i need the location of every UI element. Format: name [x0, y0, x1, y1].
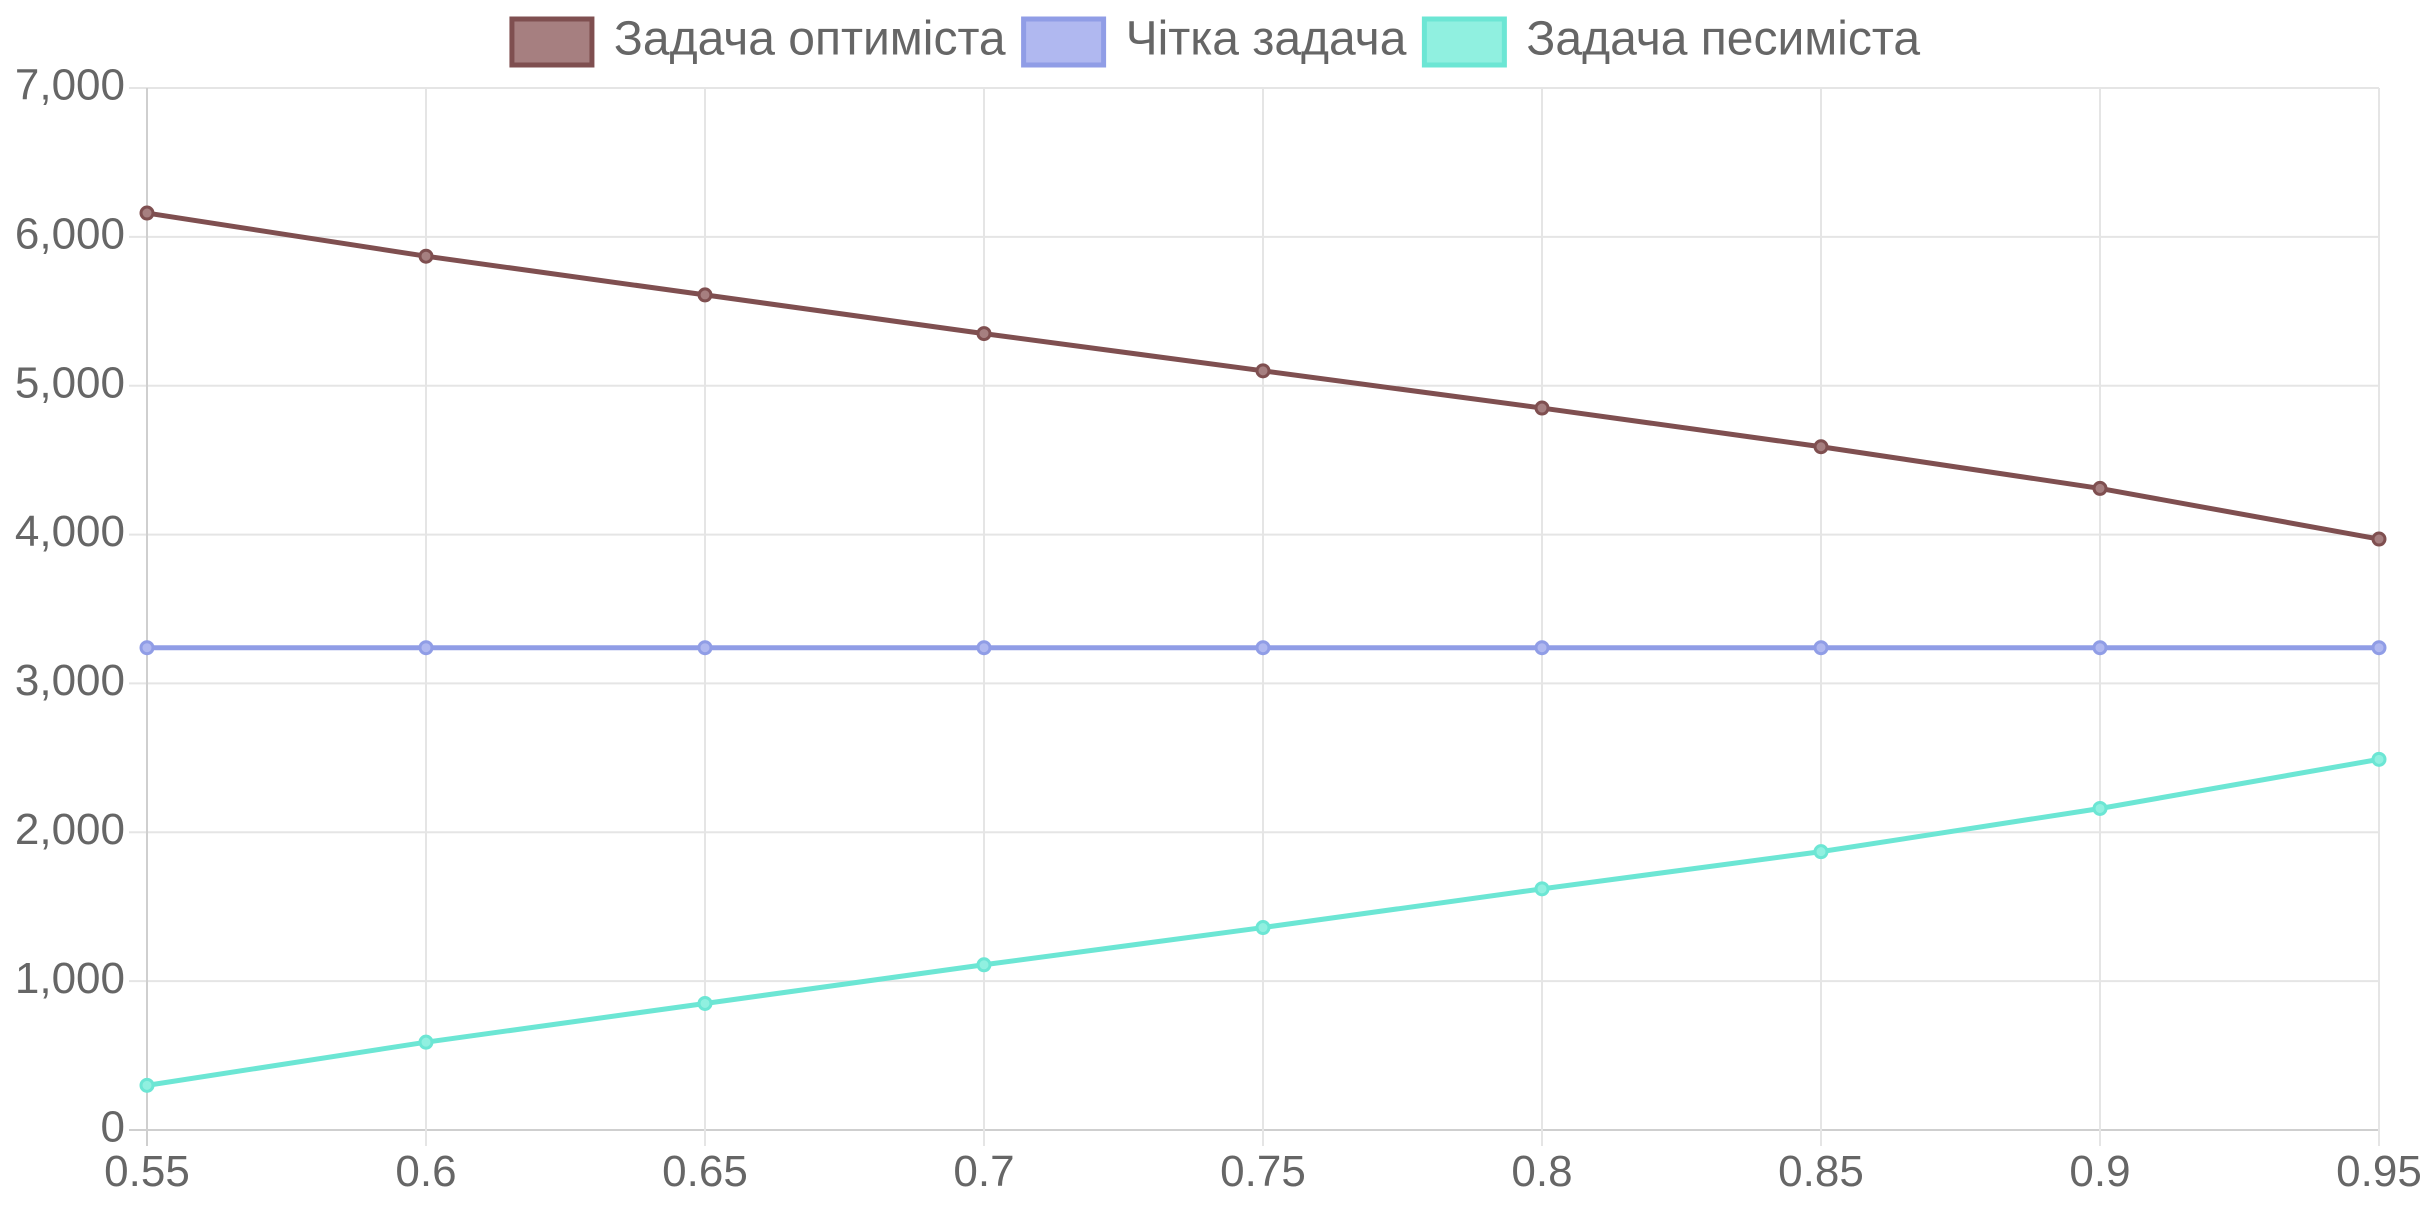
data-point	[418, 1034, 434, 1050]
data-point	[697, 287, 713, 303]
legend-swatch	[1021, 16, 1107, 68]
x-tick-label: 0.8	[1511, 1147, 1572, 1196]
y-tick-label: 7,000	[15, 61, 125, 110]
series-1	[139, 640, 2387, 656]
data-point	[2371, 531, 2387, 547]
legend-item[interactable]: Задача оптиміста	[509, 13, 1006, 68]
y-tick-label: 3,000	[15, 656, 125, 705]
data-point	[2371, 751, 2387, 767]
data-point	[139, 205, 155, 221]
legend-swatch	[1421, 16, 1507, 68]
data-point	[697, 640, 713, 656]
data-point	[976, 640, 992, 656]
data-point	[2092, 800, 2108, 816]
data-point	[1813, 439, 1829, 455]
legend-item[interactable]: Чітка задача	[1021, 13, 1407, 68]
x-axis: 0.55 0.6 0.65 0.7 0.75 0.8 0.85 0.9 0.95	[104, 1147, 2422, 1196]
x-tick-label: 0.75	[1220, 1147, 1306, 1196]
data-point	[1255, 640, 1271, 656]
y-tick-label: 4,000	[15, 507, 125, 556]
legend-swatch	[509, 16, 595, 68]
x-tick-label: 0.9	[2069, 1147, 2130, 1196]
data-point	[418, 248, 434, 264]
data-point	[976, 326, 992, 342]
y-tick-label: 0	[101, 1103, 125, 1152]
series-layer	[139, 205, 2387, 1093]
data-point	[976, 957, 992, 973]
y-tick-label: 5,000	[15, 358, 125, 407]
data-point	[697, 995, 713, 1011]
data-point	[1255, 363, 1271, 379]
legend-label: Чітка задача	[1126, 13, 1407, 66]
x-tick-label: 0.85	[1778, 1147, 1864, 1196]
data-point	[2092, 640, 2108, 656]
data-point	[2371, 640, 2387, 656]
data-point	[1813, 640, 1829, 656]
series-0	[139, 205, 2387, 547]
y-axis: 0 1,000 2,000 3,000 4,000 5,000 6,000 7,000	[15, 61, 125, 1152]
data-point	[139, 1077, 155, 1093]
y-tick-label: 6,000	[15, 209, 125, 258]
x-tick-label: 0.95	[2336, 1147, 2422, 1196]
data-point	[1534, 881, 1550, 897]
data-point	[139, 640, 155, 656]
data-point	[1255, 920, 1271, 936]
x-tick-label: 0.6	[395, 1147, 456, 1196]
data-point	[2092, 480, 2108, 496]
y-tick-label: 1,000	[15, 954, 125, 1003]
data-point	[418, 640, 434, 656]
legend-label: Задача песиміста	[1526, 13, 1920, 66]
x-tick-label: 0.65	[662, 1147, 748, 1196]
data-point	[1534, 400, 1550, 416]
series-2	[139, 751, 2387, 1093]
x-tick-label: 0.55	[104, 1147, 190, 1196]
legend-item[interactable]: Задача песиміста	[1421, 13, 1920, 68]
grid	[129, 87, 2380, 1146]
data-point	[1813, 844, 1829, 860]
y-tick-label: 2,000	[15, 805, 125, 854]
legend: Задача оптиміста Чітка задача Задача песим…	[509, 13, 1920, 68]
data-point	[1534, 640, 1550, 656]
legend-label: Задача оптиміста	[614, 13, 1006, 66]
x-tick-label: 0.7	[953, 1147, 1014, 1196]
